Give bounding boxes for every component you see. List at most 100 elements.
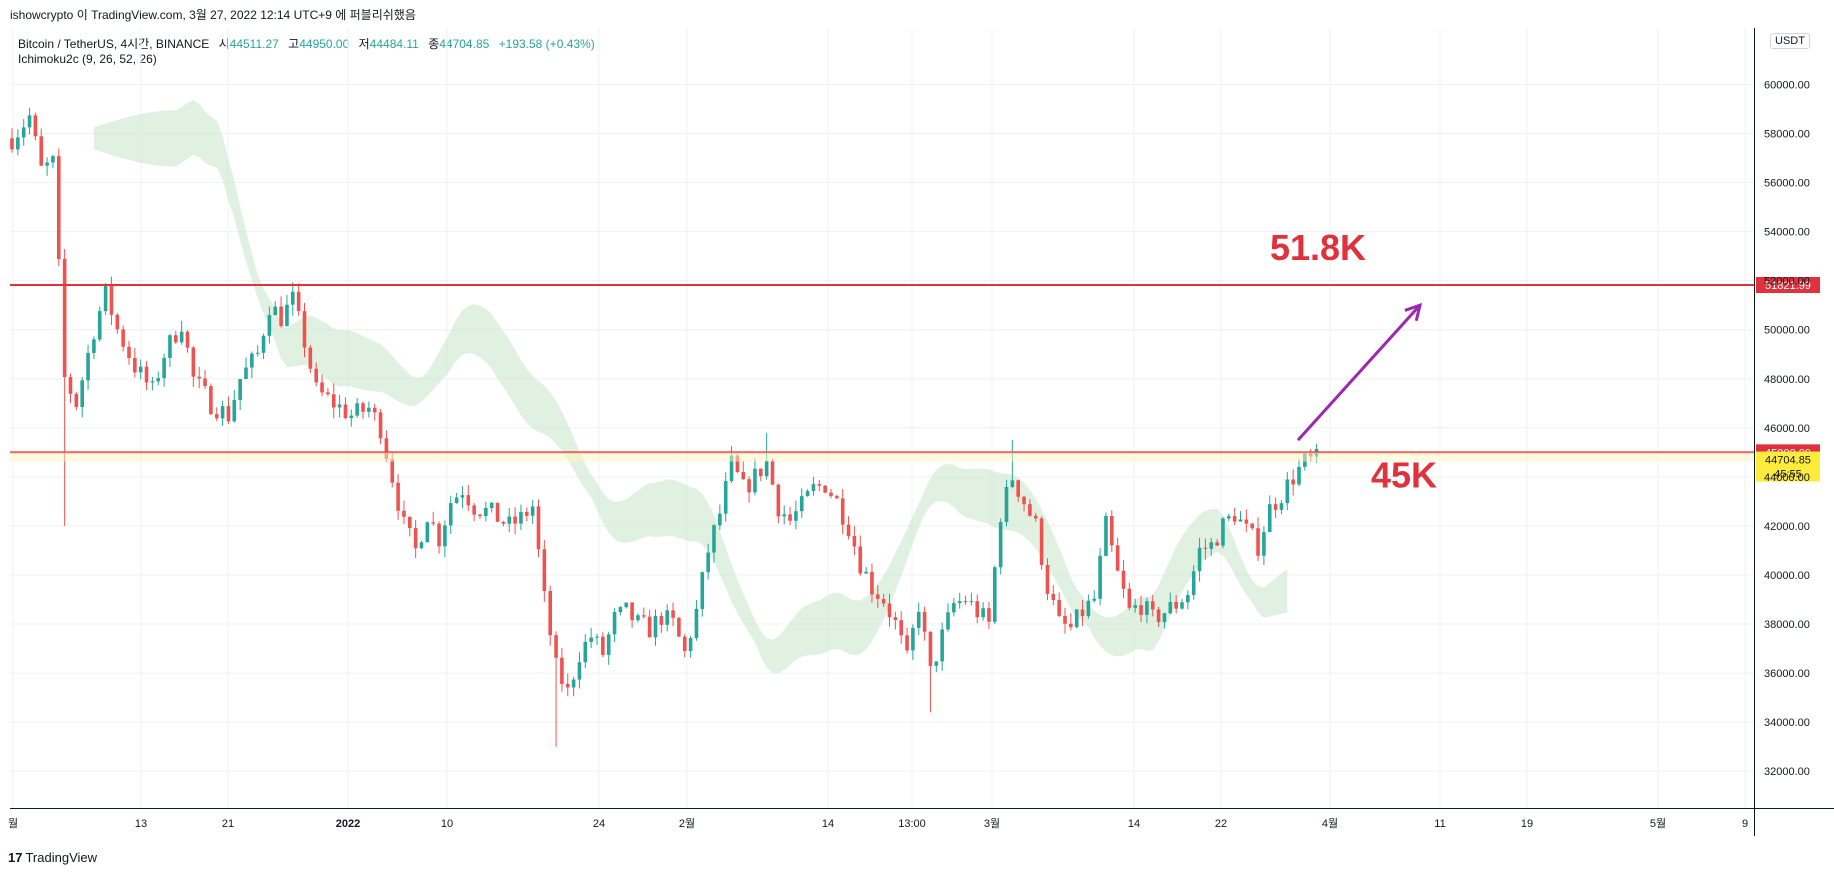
candle — [209, 383, 213, 415]
candle — [823, 484, 827, 494]
price-axis-tick-label: 40000.00 — [1764, 570, 1810, 582]
candle-body — [1057, 600, 1061, 616]
candle — [852, 525, 857, 556]
candle — [963, 595, 968, 605]
candle — [1086, 594, 1091, 619]
candle-body — [1250, 523, 1254, 529]
candle-body — [934, 661, 939, 666]
candle-body — [589, 637, 593, 642]
candle-body — [530, 506, 535, 516]
candle — [86, 344, 90, 391]
price-axis-tick-label: 46000.00 — [1764, 423, 1810, 435]
close-value: 44704.85 — [439, 37, 490, 51]
price-axis-tick-label: 34000.00 — [1764, 717, 1810, 729]
candle-body — [86, 352, 90, 381]
candle — [747, 476, 751, 503]
candle — [1209, 537, 1214, 556]
price-axis-tick-label: 38000.00 — [1764, 619, 1810, 631]
candle-body — [501, 521, 506, 524]
candle — [519, 504, 523, 530]
candle-body — [1156, 609, 1161, 623]
candle — [694, 599, 699, 641]
candle — [68, 373, 73, 404]
candle-body — [957, 601, 962, 604]
candle-body — [770, 460, 775, 485]
candle — [162, 353, 166, 387]
candle — [688, 635, 693, 658]
candle — [238, 378, 242, 411]
candle-body — [606, 634, 611, 655]
candle — [45, 157, 49, 176]
candle-body — [1092, 598, 1097, 601]
last-price-value: 44704.85 — [1765, 455, 1811, 467]
level-price-badge-text: 51821.99 — [1765, 280, 1811, 292]
candle — [197, 366, 201, 389]
candle — [998, 518, 1003, 575]
candle — [513, 507, 517, 535]
candle-body — [355, 403, 359, 416]
low-label: 저 — [358, 37, 370, 51]
candle — [794, 500, 798, 530]
candle — [478, 513, 482, 520]
candle — [484, 501, 488, 522]
candle-body — [185, 331, 190, 348]
candle-body — [595, 636, 599, 638]
candle-body — [291, 291, 295, 305]
candle-body — [840, 498, 845, 525]
candle-body — [57, 156, 61, 260]
candle-body — [261, 335, 266, 353]
candle-body — [144, 366, 149, 383]
candle — [97, 306, 102, 342]
candle-body — [764, 460, 769, 477]
price-axis-tick-label: 48000.00 — [1764, 374, 1810, 386]
candle-body — [1033, 515, 1038, 519]
candle — [121, 325, 125, 352]
indicator-legend[interactable]: Ichimoku2c (9, 26, 52, 26) — [18, 52, 157, 66]
bar-countdown: 45:55 — [1774, 469, 1802, 481]
candle-body — [244, 367, 248, 379]
candle-body — [612, 612, 617, 635]
candle — [1057, 592, 1061, 618]
candle — [595, 633, 599, 646]
candle — [367, 401, 371, 418]
ichimoku-cloud-area — [93, 100, 1288, 674]
candle-body — [1297, 466, 1301, 485]
candle-body — [1139, 605, 1143, 615]
candle-body — [940, 629, 944, 662]
candle — [753, 458, 757, 496]
candle-body — [250, 353, 254, 368]
candle — [618, 605, 623, 616]
candle-body — [454, 497, 459, 504]
candles — [10, 107, 1319, 747]
candle-body — [1215, 542, 1219, 546]
candle-body — [630, 602, 634, 621]
currency-button[interactable]: USDT — [1770, 33, 1810, 49]
candle — [214, 407, 219, 421]
candle-body — [1110, 515, 1114, 546]
candle-body — [642, 615, 646, 617]
candle-body — [1074, 609, 1079, 628]
candle — [677, 616, 681, 638]
candle-body — [636, 615, 640, 621]
candle-body — [372, 407, 377, 413]
tradingview-brand: 17 TradingView — [8, 850, 97, 865]
time-axis-tick-label: 13:00 — [898, 818, 926, 830]
candle-body — [560, 657, 564, 684]
candle — [893, 611, 898, 630]
level-annotation-label: 51.8K — [1270, 227, 1366, 268]
candle — [1069, 613, 1073, 631]
candle — [1074, 609, 1079, 629]
candle — [571, 676, 576, 697]
candle — [1016, 479, 1020, 503]
ichimoku-cloud — [93, 100, 1288, 674]
candle-body — [302, 311, 307, 348]
candle — [1133, 598, 1137, 613]
candle-body — [846, 524, 851, 536]
candle — [864, 567, 868, 574]
candle — [1092, 590, 1097, 603]
symbol-name[interactable]: Bitcoin / TetherUS, 4시간, BINANCE — [18, 37, 210, 51]
candle-body — [1203, 547, 1208, 549]
candle-body — [981, 608, 985, 618]
candle — [138, 359, 143, 380]
